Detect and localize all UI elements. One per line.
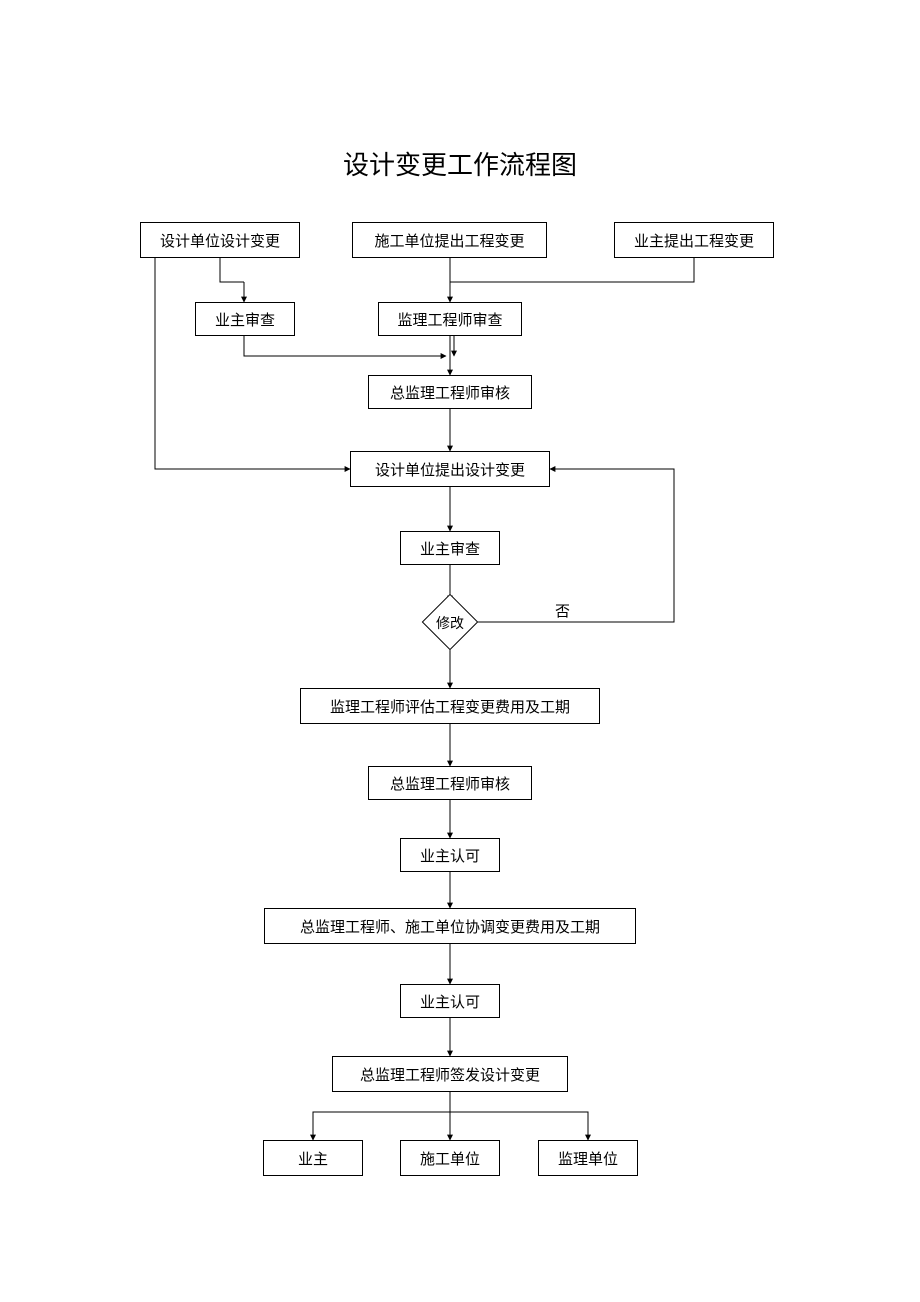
node-n14: 总监理工程师签发设计变更	[332, 1056, 568, 1092]
edge-label-lblNo: 否	[555, 600, 570, 621]
node-n8: 业主审查	[400, 531, 500, 565]
decision-label-d1: 修改	[420, 613, 480, 633]
node-n3: 业主提出工程变更	[614, 222, 774, 258]
node-n12: 总监理工程师、施工单位协调变更费用及工期	[264, 908, 636, 944]
node-n9: 监理工程师评估工程变更费用及工期	[300, 688, 600, 724]
node-n2: 施工单位提出工程变更	[352, 222, 547, 258]
node-n17: 监理单位	[538, 1140, 638, 1176]
node-n11: 业主认可	[400, 838, 500, 872]
flowchart-edges	[0, 0, 920, 1302]
node-n7: 设计单位提出设计变更	[350, 451, 550, 487]
node-n10: 总监理工程师审核	[368, 766, 532, 800]
node-n6: 总监理工程师审核	[368, 375, 532, 409]
node-n15: 业主	[263, 1140, 363, 1176]
node-n5: 监理工程师审查	[378, 302, 522, 336]
node-n1: 设计单位设计变更	[140, 222, 300, 258]
node-n16: 施工单位	[400, 1140, 500, 1176]
page-title: 设计变更工作流程图	[0, 145, 920, 182]
node-n13: 业主认可	[400, 984, 500, 1018]
node-n4: 业主审查	[195, 302, 295, 336]
